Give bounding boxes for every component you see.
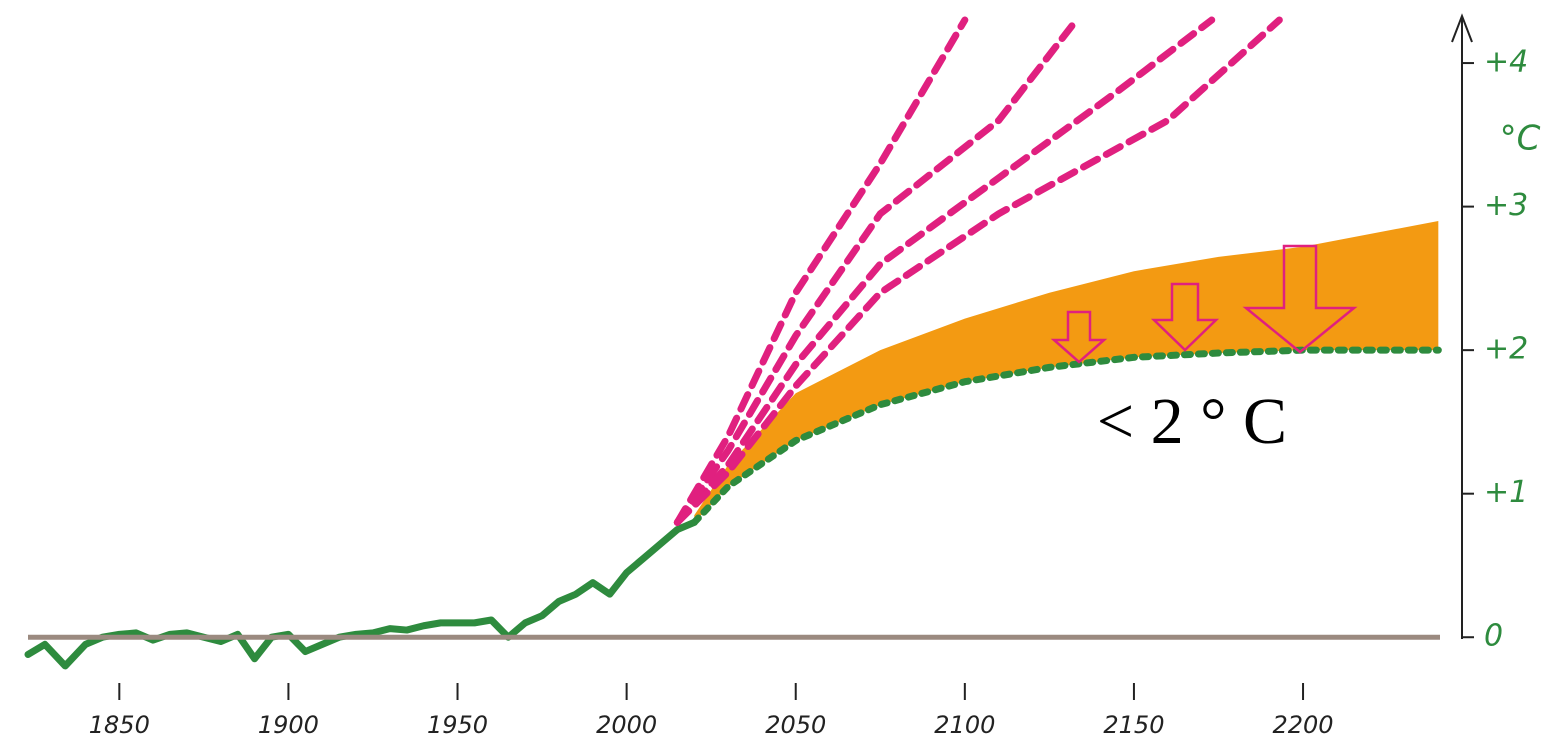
x-tick-label: 2000 — [596, 711, 657, 739]
x-tick-label: 1950 — [427, 711, 488, 739]
x-tick-label: 2200 — [1273, 711, 1334, 739]
y-tick-label: 0 — [1484, 619, 1503, 654]
arrow — [1050, 310, 1108, 364]
y-tick-label: +1 — [1484, 475, 1528, 510]
y-tick-label: +2 — [1484, 332, 1528, 367]
band-layer — [694, 220, 1439, 523]
annotation: < 2 ° C — [1097, 385, 1287, 458]
axis-arrow — [1451, 13, 1473, 43]
x-tick-label: 1850 — [89, 711, 150, 739]
arrow — [1150, 282, 1220, 352]
line-dotted — [690, 346, 1442, 526]
x-tick-label: 2050 — [765, 711, 826, 739]
y-tick-label: +3 — [1484, 188, 1528, 223]
line-solid — [24, 518, 698, 670]
line-dashed — [673, 16, 1080, 526]
y-tick-label: +4 — [1484, 45, 1528, 80]
arrow — [1242, 244, 1358, 354]
x-tick-label: 2150 — [1103, 711, 1164, 739]
line-dashed — [673, 16, 1216, 526]
x-tick-label: 1900 — [258, 711, 319, 739]
line-dashed — [673, 16, 969, 526]
x-tick-label: 2100 — [934, 711, 995, 739]
line-layer — [24, 16, 1442, 670]
y-unit-label: °C — [1500, 119, 1541, 159]
down-arrows — [1050, 244, 1358, 364]
range-band — [694, 220, 1439, 523]
line-dashed — [673, 16, 1283, 526]
